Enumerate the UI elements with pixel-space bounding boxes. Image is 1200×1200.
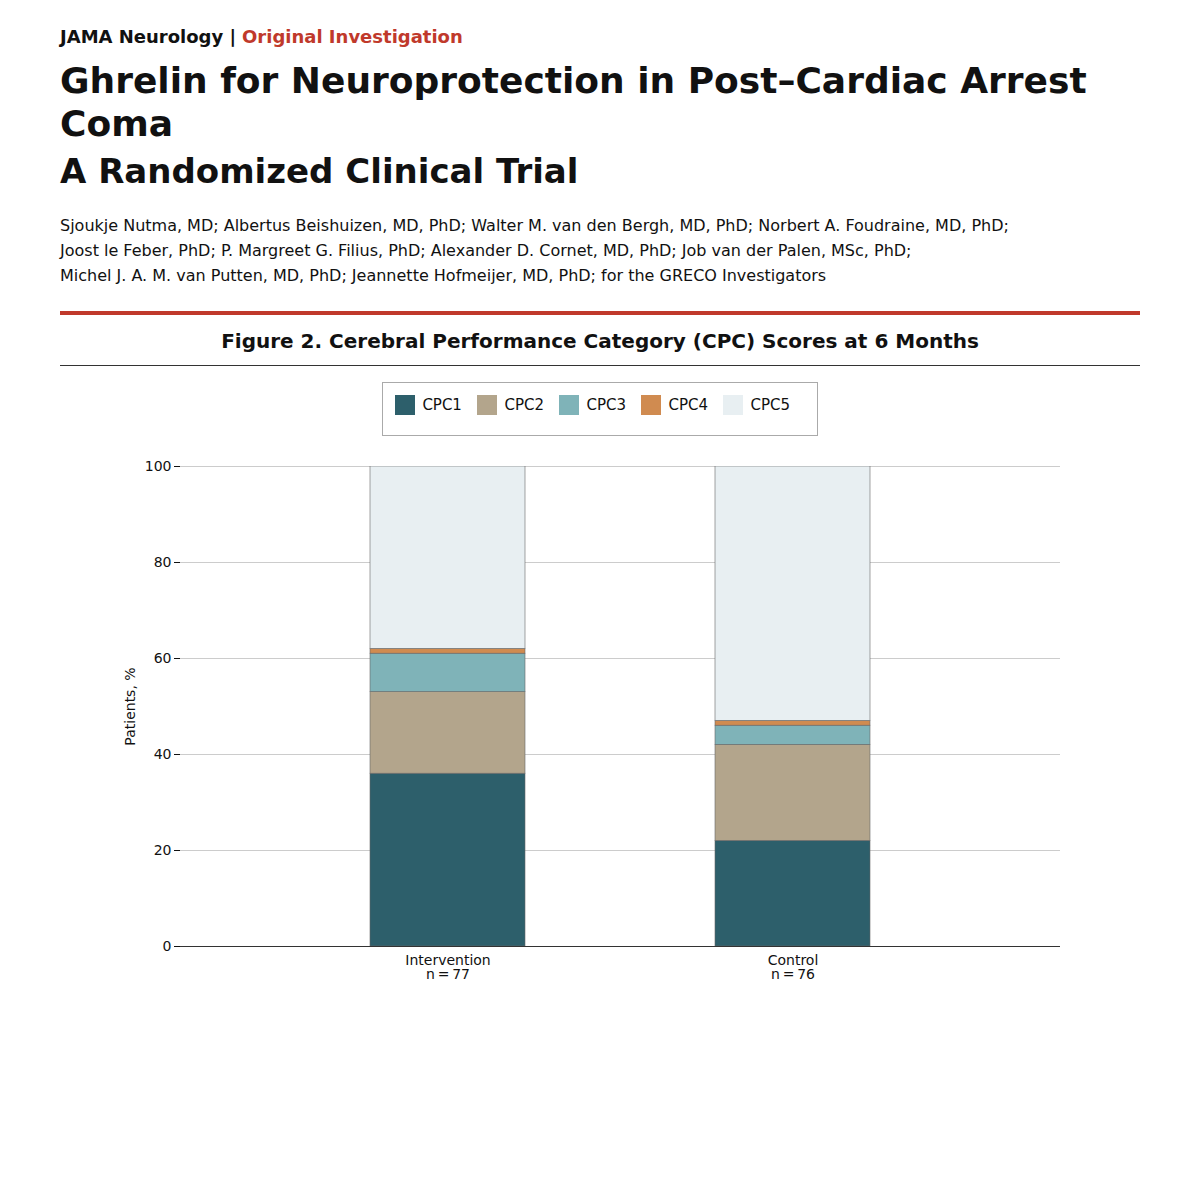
svg-text:Interventionn = 77: Interventionn = 77 xyxy=(405,953,490,983)
svg-text:100: 100 xyxy=(145,458,172,474)
svg-text:40: 40 xyxy=(154,746,172,762)
html-text:CPC1: CPC1 xyxy=(422,396,462,415)
html-text:Figure 2. Cerebral Performance: Figure 2. Cerebral Performance Category … xyxy=(221,328,979,353)
html-text:CPC3: CPC3 xyxy=(586,396,626,415)
html-text:CPC2: CPC2 xyxy=(504,396,544,415)
html-text:CPC5: CPC5 xyxy=(750,396,791,415)
svg-text:80: 80 xyxy=(154,554,172,570)
svg-text:Controln = 76: Controln = 76 xyxy=(768,953,819,983)
svg-text:20: 20 xyxy=(154,842,172,858)
html-text:JAMA Neurology | Original Inve: JAMA Neurology | Original Investigation xyxy=(60,26,463,47)
html-text:CPC4: CPC4 xyxy=(668,396,709,415)
html-text:Ghrelin for Neuroprotection in: Ghrelin for Neuroprotection in Post–Card… xyxy=(60,60,1087,145)
html-text:Sjoukje Nutma, MD; Albertus Be: Sjoukje Nutma, MD; Albertus Beishuizen, … xyxy=(60,216,1009,236)
svg-text:60: 60 xyxy=(154,650,172,666)
svg-text:0: 0 xyxy=(163,938,172,954)
svg-text:Patients, %: Patients, % xyxy=(122,667,138,745)
html-text:Michel J. A. M. van Putten, MD: Michel J. A. M. van Putten, MD, PhD; Jea… xyxy=(60,265,827,285)
html-text:Joost le Feber, PhD; P. Margre: Joost le Feber, PhD; P. Margreet G. Fili… xyxy=(60,241,912,260)
html-text:A Randomized Clinical Trial: A Randomized Clinical Trial xyxy=(60,151,579,192)
